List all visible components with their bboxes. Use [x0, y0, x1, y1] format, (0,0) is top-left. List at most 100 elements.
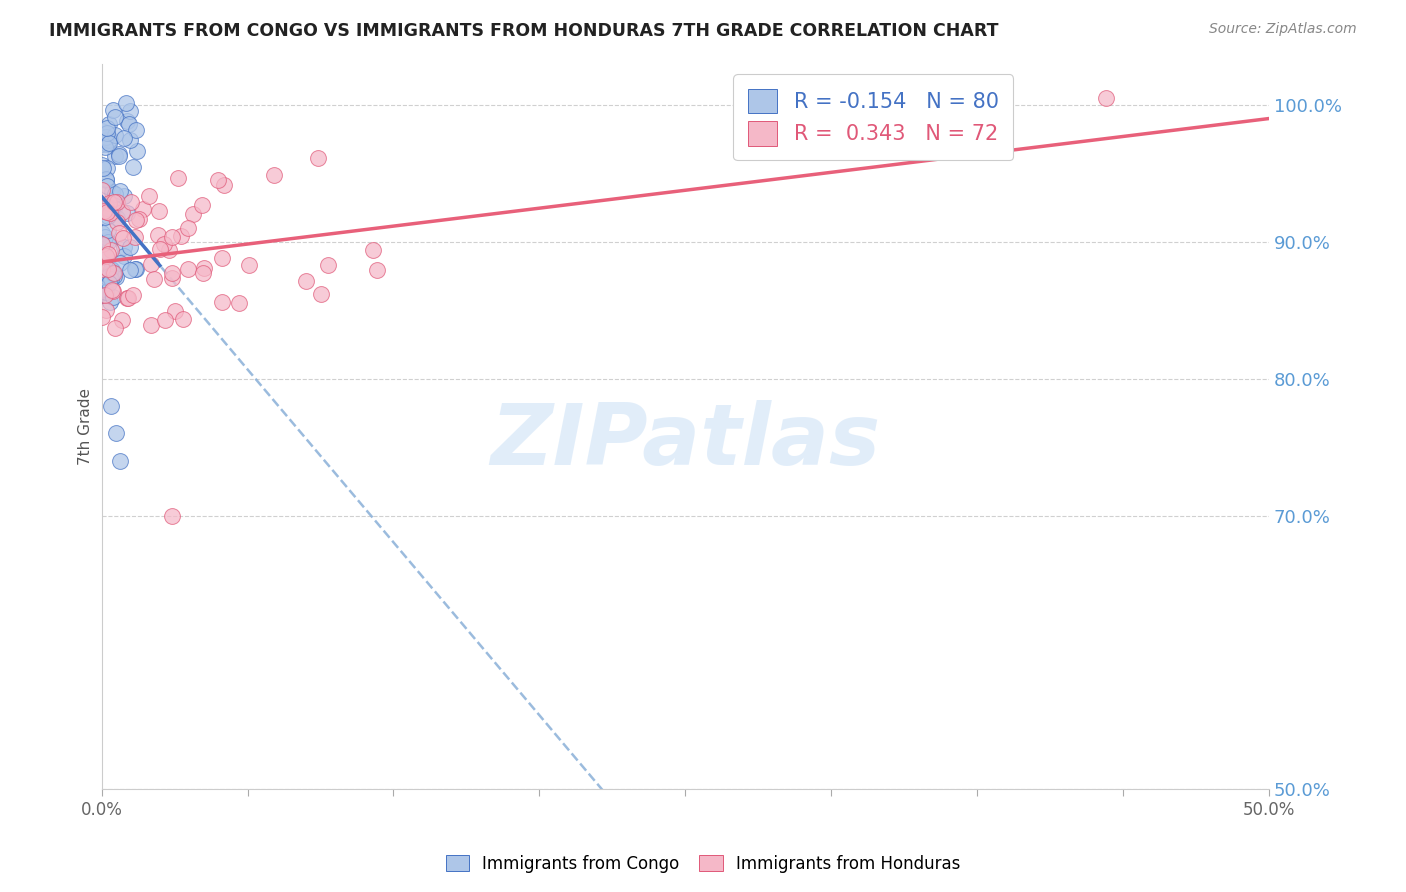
Point	[101, 262, 124, 277]
Text: ZIPatlas: ZIPatlas	[491, 400, 880, 483]
Point	[122, 287, 145, 301]
Point	[153, 313, 176, 327]
Point	[363, 243, 385, 257]
Point	[146, 227, 169, 242]
Point	[117, 291, 139, 305]
Point	[103, 110, 125, 124]
Point	[139, 318, 162, 333]
Point	[93, 203, 115, 218]
Point	[101, 283, 124, 297]
Point	[166, 171, 188, 186]
Point	[91, 226, 114, 240]
Point	[125, 212, 148, 227]
Point	[97, 269, 120, 284]
Point	[115, 206, 138, 220]
Point	[94, 171, 117, 186]
Point	[148, 204, 170, 219]
Point	[176, 262, 198, 277]
Point	[97, 261, 120, 276]
Point	[115, 114, 138, 128]
Legend: R = -0.154   N = 80, R =  0.343   N = 72: R = -0.154 N = 80, R = 0.343 N = 72	[734, 74, 1014, 160]
Point	[94, 133, 117, 147]
Point	[97, 223, 120, 237]
Point	[112, 130, 135, 145]
Point	[96, 178, 118, 193]
Point	[97, 209, 120, 223]
Point	[94, 287, 117, 301]
Point	[111, 205, 134, 219]
Point	[160, 271, 183, 285]
Point	[93, 202, 115, 216]
Point	[100, 243, 122, 257]
Point	[366, 263, 388, 277]
Point	[96, 205, 118, 219]
Point	[122, 160, 145, 174]
Point	[100, 399, 122, 413]
Point	[91, 236, 114, 251]
Point	[295, 274, 318, 288]
Point	[100, 206, 122, 220]
Point	[124, 261, 146, 276]
Point	[93, 211, 115, 225]
Point	[105, 194, 128, 209]
Point	[91, 310, 114, 324]
Point	[160, 267, 183, 281]
Point	[309, 287, 332, 301]
Point	[141, 257, 163, 271]
Point	[307, 151, 329, 165]
Point	[112, 240, 135, 254]
Point	[110, 184, 132, 198]
Point	[316, 258, 339, 272]
Point	[96, 270, 118, 285]
Point	[105, 211, 128, 226]
Point	[103, 149, 125, 163]
Point	[96, 136, 118, 151]
Point	[163, 304, 186, 318]
Point	[96, 202, 118, 216]
Point	[105, 214, 128, 228]
Point	[100, 272, 122, 286]
Point	[238, 258, 260, 272]
Point	[91, 158, 114, 172]
Point	[96, 161, 118, 176]
Point	[91, 262, 114, 277]
Point	[118, 240, 141, 254]
Point	[191, 198, 214, 212]
Point	[103, 289, 125, 303]
Point	[211, 294, 233, 309]
Point	[157, 244, 180, 258]
Point	[104, 128, 127, 142]
Point	[107, 147, 129, 161]
Point	[91, 199, 114, 213]
Point	[93, 230, 115, 244]
Point	[91, 183, 114, 197]
Point	[118, 133, 141, 147]
Point	[104, 426, 127, 441]
Point	[103, 194, 125, 209]
Point	[103, 269, 125, 284]
Point	[160, 508, 183, 523]
Point	[110, 454, 132, 468]
Point	[96, 249, 118, 263]
Point	[93, 161, 115, 176]
Point	[125, 123, 148, 137]
Point	[97, 235, 120, 249]
Point	[162, 230, 184, 244]
Point	[97, 196, 120, 211]
Point	[111, 313, 134, 327]
Legend: Immigrants from Congo, Immigrants from Honduras: Immigrants from Congo, Immigrants from H…	[439, 848, 967, 880]
Point	[94, 302, 117, 317]
Point	[96, 127, 118, 141]
Point	[114, 96, 136, 111]
Point	[207, 172, 229, 186]
Point	[112, 249, 135, 263]
Point	[98, 295, 121, 310]
Point	[94, 173, 117, 187]
Point	[193, 260, 215, 275]
Point	[228, 295, 250, 310]
Point	[97, 136, 120, 150]
Point	[94, 204, 117, 219]
Point	[263, 169, 285, 183]
Point	[181, 206, 204, 220]
Point	[96, 233, 118, 247]
